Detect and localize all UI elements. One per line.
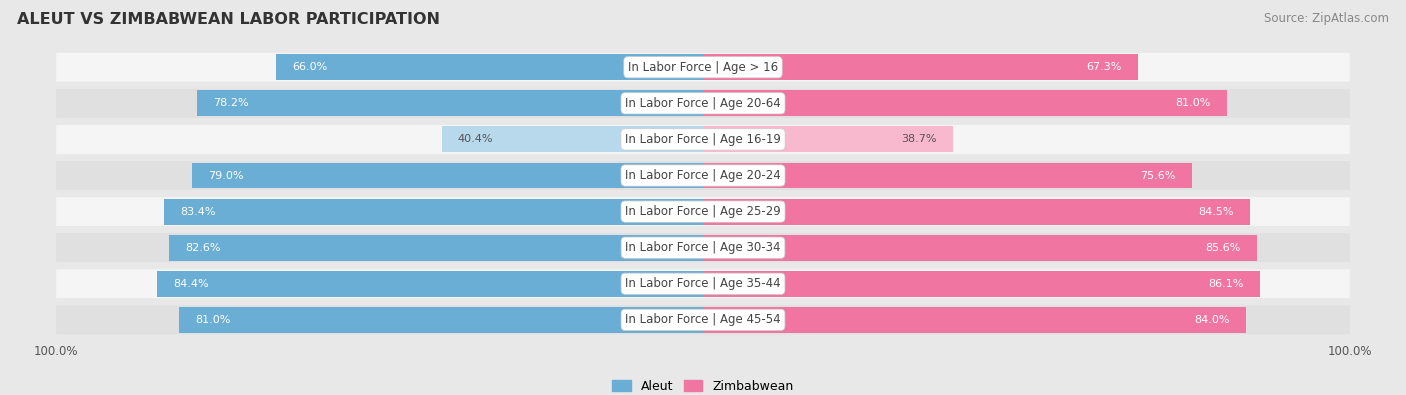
Bar bbox=[157, 271, 703, 297]
FancyBboxPatch shape bbox=[56, 53, 1350, 82]
Text: 84.0%: 84.0% bbox=[1195, 315, 1230, 325]
Text: In Labor Force | Age 20-24: In Labor Force | Age 20-24 bbox=[626, 169, 780, 182]
Text: 86.1%: 86.1% bbox=[1208, 279, 1244, 289]
Text: In Labor Force | Age 30-34: In Labor Force | Age 30-34 bbox=[626, 241, 780, 254]
Bar bbox=[703, 126, 953, 152]
Bar bbox=[703, 54, 1139, 80]
Text: In Labor Force | Age 16-19: In Labor Force | Age 16-19 bbox=[626, 133, 780, 146]
Bar bbox=[703, 90, 1227, 116]
Bar bbox=[169, 235, 703, 261]
Text: 78.2%: 78.2% bbox=[214, 98, 249, 108]
Bar bbox=[163, 199, 703, 225]
Text: 66.0%: 66.0% bbox=[292, 62, 328, 72]
Text: 67.3%: 67.3% bbox=[1087, 62, 1122, 72]
FancyBboxPatch shape bbox=[56, 305, 1350, 334]
Text: In Labor Force | Age > 16: In Labor Force | Age > 16 bbox=[628, 61, 778, 74]
Text: In Labor Force | Age 35-44: In Labor Force | Age 35-44 bbox=[626, 277, 780, 290]
Bar bbox=[703, 162, 1192, 188]
Text: In Labor Force | Age 20-64: In Labor Force | Age 20-64 bbox=[626, 97, 780, 110]
Text: ALEUT VS ZIMBABWEAN LABOR PARTICIPATION: ALEUT VS ZIMBABWEAN LABOR PARTICIPATION bbox=[17, 12, 440, 27]
Bar bbox=[703, 235, 1257, 261]
Text: In Labor Force | Age 25-29: In Labor Force | Age 25-29 bbox=[626, 205, 780, 218]
FancyBboxPatch shape bbox=[56, 197, 1350, 226]
Bar bbox=[703, 271, 1260, 297]
Bar bbox=[197, 90, 703, 116]
Bar bbox=[703, 199, 1250, 225]
FancyBboxPatch shape bbox=[56, 125, 1350, 154]
Text: 40.4%: 40.4% bbox=[458, 134, 494, 145]
Text: In Labor Force | Age 45-54: In Labor Force | Age 45-54 bbox=[626, 313, 780, 326]
Bar bbox=[193, 162, 703, 188]
Text: 81.0%: 81.0% bbox=[1175, 98, 1211, 108]
Text: 83.4%: 83.4% bbox=[180, 207, 215, 216]
FancyBboxPatch shape bbox=[56, 269, 1350, 298]
Text: 81.0%: 81.0% bbox=[195, 315, 231, 325]
Text: 38.7%: 38.7% bbox=[901, 134, 938, 145]
FancyBboxPatch shape bbox=[56, 161, 1350, 190]
Bar bbox=[276, 54, 703, 80]
Bar bbox=[703, 307, 1246, 333]
Bar bbox=[441, 126, 703, 152]
Text: 85.6%: 85.6% bbox=[1205, 243, 1240, 253]
FancyBboxPatch shape bbox=[56, 233, 1350, 262]
Text: 84.5%: 84.5% bbox=[1198, 207, 1233, 216]
Text: Source: ZipAtlas.com: Source: ZipAtlas.com bbox=[1264, 12, 1389, 25]
Text: 79.0%: 79.0% bbox=[208, 171, 243, 181]
Legend: Aleut, Zimbabwean: Aleut, Zimbabwean bbox=[607, 375, 799, 395]
Bar bbox=[179, 307, 703, 333]
Text: 82.6%: 82.6% bbox=[186, 243, 221, 253]
FancyBboxPatch shape bbox=[56, 89, 1350, 118]
Text: 75.6%: 75.6% bbox=[1140, 171, 1175, 181]
Text: 84.4%: 84.4% bbox=[173, 279, 209, 289]
